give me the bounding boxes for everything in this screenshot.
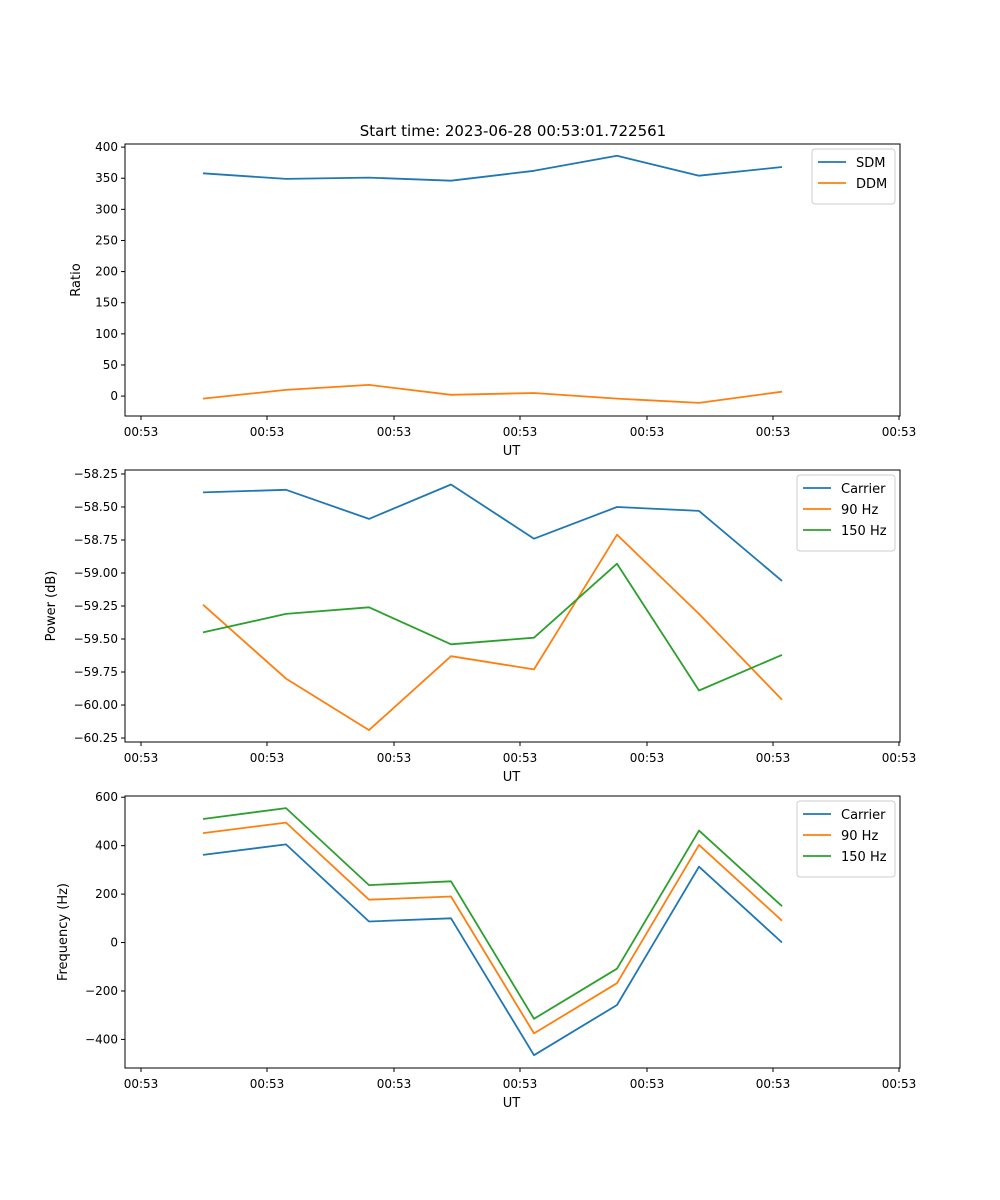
x-tick-label: 00:53 <box>630 1077 665 1091</box>
legend-entry: 150 Hz <box>841 850 887 865</box>
y-tick-label: −400 <box>85 1032 118 1046</box>
y-tick-label: 0 <box>110 936 118 950</box>
x-tick-label: 00:53 <box>377 751 412 765</box>
y-tick-label: 600 <box>95 790 118 804</box>
x-tick-label: 00:53 <box>377 425 412 439</box>
axes-frame <box>124 469 901 743</box>
y-tick-label: −60.00 <box>74 698 118 712</box>
series-line-150-hz <box>202 807 783 1020</box>
chart-title: Start time: 2023-06-28 00:53:01.722561 <box>360 122 666 140</box>
x-tick-label: 00:53 <box>756 425 791 439</box>
legend-box <box>796 474 896 552</box>
axes-frame <box>124 795 901 1069</box>
x-axis-label: UT <box>503 770 521 785</box>
x-tick-label: 00:53 <box>503 1077 538 1091</box>
y-tick-label: −59.50 <box>74 632 118 646</box>
x-tick-label: 00:53 <box>250 425 285 439</box>
x-tick-label: 00:53 <box>503 425 538 439</box>
x-tick-label: 00:53 <box>882 1077 917 1091</box>
x-axis-label: UT <box>503 1096 521 1111</box>
x-tick-label: 00:53 <box>124 1077 159 1091</box>
y-axis-label: Frequency (Hz) <box>56 883 71 981</box>
chart-panel-2: 00:53 00:53 00:53 00:53 00:53 00:53 00:53 −60.2… <box>44 467 916 785</box>
x-tick-label: 00:53 <box>124 751 159 765</box>
y-tick-label: 0 <box>110 389 118 403</box>
series-line-sdm <box>202 154 783 182</box>
axes-frame <box>124 143 901 417</box>
legend-entry: Carrier <box>841 482 886 497</box>
series-line-ddm <box>202 383 783 404</box>
series-line-90-hz <box>202 821 783 1035</box>
y-axis-label: Ratio <box>69 263 84 296</box>
y-tick-label: 50 <box>103 358 118 372</box>
x-tick-label: 00:53 <box>377 1077 412 1091</box>
y-tick-label: 200 <box>95 887 118 901</box>
y-tick-label: 400 <box>95 140 118 154</box>
x-axis-label: UT <box>503 444 521 459</box>
legend-entry: 150 Hz <box>841 524 887 539</box>
y-tick-label: −59.25 <box>74 599 118 613</box>
x-tick-label: 00:53 <box>250 751 285 765</box>
legend: Carrier 90 Hz 150 Hz <box>796 800 896 878</box>
legend: Carrier 90 Hz 150 Hz <box>796 474 896 552</box>
y-tick-label: 350 <box>95 171 118 185</box>
y-tick-label: −59.75 <box>74 665 118 679</box>
x-tick-label: 00:53 <box>250 1077 285 1091</box>
y-tick-label: 100 <box>95 327 118 341</box>
y-tick-label: −60.25 <box>74 731 118 745</box>
series-line-carrier <box>202 843 783 1057</box>
chart-panel-3: 00:53 00:53 00:53 00:53 00:53 00:53 00:53 −400 −… <box>56 790 916 1111</box>
series-line-90-hz <box>202 533 783 731</box>
x-tick-label: 00:53 <box>882 751 917 765</box>
legend: SDM DDM <box>811 148 896 205</box>
legend-box <box>796 800 896 878</box>
y-axis-label: Power (dB) <box>44 571 59 642</box>
legend-entry: 90 Hz <box>841 829 878 844</box>
x-tick-label: 00:53 <box>630 751 665 765</box>
x-tick-label: 00:53 <box>756 1077 791 1091</box>
legend-entry: 90 Hz <box>841 503 878 518</box>
y-tick-label: 250 <box>95 233 118 247</box>
legend-entry: SDM <box>856 156 885 171</box>
y-tick-label: −200 <box>85 984 118 998</box>
x-tick-label: 00:53 <box>630 425 665 439</box>
y-tick-label: −59.00 <box>74 566 118 580</box>
x-tick-label: 00:53 <box>503 751 538 765</box>
y-tick-label: −58.75 <box>74 533 118 547</box>
y-tick-label: 200 <box>95 265 118 279</box>
legend-entry: DDM <box>856 177 887 192</box>
y-tick-label: 400 <box>95 839 118 853</box>
y-tick-label: 300 <box>95 202 118 216</box>
legend-entry: Carrier <box>841 808 886 823</box>
series-line-carrier <box>202 483 783 582</box>
y-tick-label: 150 <box>95 296 118 310</box>
y-tick-label: −58.25 <box>74 467 118 481</box>
chart-panel-1: 00:53 00:53 00:53 00:53 00:53 00:53 00:53 0 50 10… <box>69 140 916 459</box>
x-tick-label: 00:53 <box>124 425 159 439</box>
x-tick-label: 00:53 <box>756 751 791 765</box>
series-line-150-hz <box>202 562 783 692</box>
y-tick-label: −58.50 <box>74 500 118 514</box>
x-tick-label: 00:53 <box>882 425 917 439</box>
